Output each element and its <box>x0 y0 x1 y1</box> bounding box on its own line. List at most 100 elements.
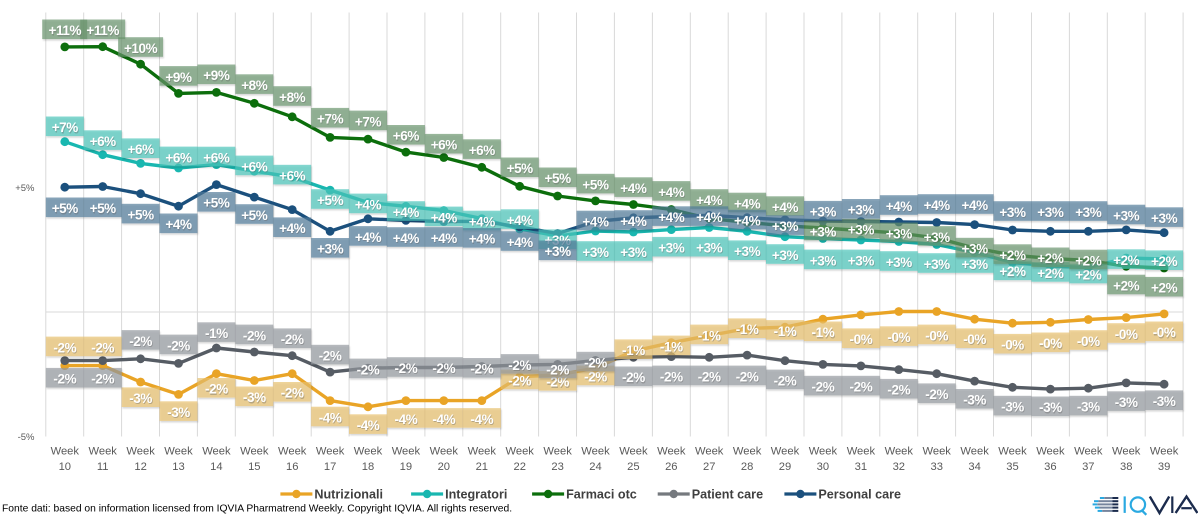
svg-text:-3%: -3% <box>1115 395 1138 410</box>
svg-text:Week: Week <box>657 446 686 458</box>
svg-text:+2%: +2% <box>1038 267 1065 282</box>
svg-text:+5%: +5% <box>317 193 344 208</box>
svg-text:Week: Week <box>354 446 383 458</box>
svg-text:+3%: +3% <box>962 258 989 273</box>
svg-text:+5%: +5% <box>507 162 534 177</box>
svg-text:12: 12 <box>134 461 146 473</box>
svg-text:-0%: -0% <box>1039 336 1062 351</box>
svg-text:-1%: -1% <box>774 324 797 339</box>
svg-text:+4%: +4% <box>166 218 193 233</box>
svg-text:+6%: +6% <box>431 139 458 154</box>
svg-text:-2%: -2% <box>281 386 304 401</box>
svg-text:Week: Week <box>733 446 762 458</box>
svg-text:-2%: -2% <box>168 339 191 354</box>
svg-text:+6%: +6% <box>127 142 154 157</box>
svg-text:-2%: -2% <box>357 363 380 378</box>
svg-text:-2%: -2% <box>432 361 455 376</box>
svg-text:20: 20 <box>438 461 450 473</box>
svg-text:+3%: +3% <box>886 227 913 242</box>
svg-text:+4%: +4% <box>734 214 761 229</box>
svg-text:-2%: -2% <box>167 338 190 353</box>
svg-text:Week: Week <box>1112 446 1141 458</box>
svg-text:-0%: -0% <box>1040 337 1063 352</box>
svg-text:-0%: -0% <box>1077 334 1100 349</box>
svg-text:+3%: +3% <box>810 224 837 239</box>
svg-text:-4%: -4% <box>433 413 456 428</box>
svg-text:+2%: +2% <box>1037 251 1064 266</box>
svg-text:+4%: +4% <box>469 233 496 248</box>
svg-text:-2%: -2% <box>585 370 608 385</box>
svg-text:+4%: +4% <box>583 216 610 231</box>
svg-text:-2%: -2% <box>888 384 911 399</box>
svg-text:Week: Week <box>695 446 724 458</box>
svg-text:-2%: -2% <box>470 362 493 377</box>
svg-text:+9%: +9% <box>166 71 193 86</box>
svg-text:39: 39 <box>1158 461 1170 473</box>
svg-text:-2%: -2% <box>509 374 532 389</box>
svg-text:Week: Week <box>619 446 648 458</box>
svg-text:+3%: +3% <box>848 253 875 268</box>
svg-text:-3%: -3% <box>130 392 153 407</box>
svg-text:+5%: +5% <box>544 171 571 186</box>
svg-text:30: 30 <box>817 461 829 473</box>
svg-text:+7%: +7% <box>318 113 345 128</box>
svg-text:+4%: +4% <box>659 186 686 201</box>
svg-text:-4%: -4% <box>471 413 494 428</box>
svg-text:-2%: -2% <box>622 370 645 385</box>
svg-text:-1%: -1% <box>205 326 228 341</box>
svg-text:-2%: -2% <box>546 375 569 390</box>
svg-text:Week: Week <box>126 446 155 458</box>
svg-text:+7%: +7% <box>52 120 79 135</box>
svg-text:+8%: +8% <box>279 90 306 105</box>
svg-text:+3%: +3% <box>999 205 1026 220</box>
svg-text:+6%: +6% <box>90 135 117 150</box>
svg-text:+3%: +3% <box>1113 208 1140 223</box>
svg-text:36: 36 <box>1044 461 1056 473</box>
svg-text:-3%: -3% <box>243 390 266 405</box>
svg-text:-4%: -4% <box>357 418 380 433</box>
svg-text:+4%: +4% <box>582 214 609 229</box>
svg-text:+3%: +3% <box>810 253 837 268</box>
svg-text:-2%: -2% <box>584 369 607 384</box>
svg-text:+3%: +3% <box>924 231 951 246</box>
svg-text:+4%: +4% <box>393 232 420 247</box>
svg-text:+4%: +4% <box>393 231 420 246</box>
svg-text:-0%: -0% <box>925 328 948 343</box>
svg-text:+3%: +3% <box>658 241 685 256</box>
svg-text:+9%: +9% <box>165 70 192 85</box>
svg-text:+3%: +3% <box>773 220 800 235</box>
svg-text:+3%: +3% <box>317 242 344 257</box>
svg-text:-2%: -2% <box>584 356 607 371</box>
svg-text:+5%: +5% <box>203 196 230 211</box>
svg-text:+2%: +2% <box>1152 282 1179 297</box>
svg-text:+6%: +6% <box>393 130 420 145</box>
svg-text:+3%: +3% <box>1076 206 1103 221</box>
svg-text:24: 24 <box>589 461 601 473</box>
svg-text:-2%: -2% <box>54 341 77 356</box>
svg-text:+3%: +3% <box>924 230 951 245</box>
svg-text:+3%: +3% <box>886 255 913 270</box>
svg-text:-3%: -3% <box>1078 401 1101 416</box>
svg-text:+3%: +3% <box>735 245 762 260</box>
svg-text:-2%: -2% <box>319 350 342 365</box>
svg-text:+7%: +7% <box>52 121 79 136</box>
svg-text:+4%: +4% <box>431 211 458 226</box>
svg-text:+2%: +2% <box>1151 254 1178 269</box>
svg-text:-0%: -0% <box>926 329 949 344</box>
svg-text:-1%: -1% <box>660 339 683 354</box>
svg-text:-3%: -3% <box>1077 400 1100 415</box>
svg-text:-2%: -2% <box>736 370 759 385</box>
svg-text:Week: Week <box>164 446 193 458</box>
svg-text:+3%: +3% <box>582 245 609 260</box>
svg-text:+6%: +6% <box>166 151 193 166</box>
svg-text:+4%: +4% <box>772 200 799 215</box>
svg-text:-1%: -1% <box>736 322 759 337</box>
svg-text:Integratori: Integratori <box>445 488 507 502</box>
svg-text:-2%: -2% <box>660 369 683 384</box>
svg-text:-1%: -1% <box>736 323 759 338</box>
svg-text:+4%: +4% <box>735 215 762 230</box>
svg-text:34: 34 <box>968 461 980 473</box>
svg-text:-4%: -4% <box>470 412 493 427</box>
svg-text:+3%: +3% <box>962 243 989 258</box>
svg-text:-2%: -2% <box>244 329 267 344</box>
